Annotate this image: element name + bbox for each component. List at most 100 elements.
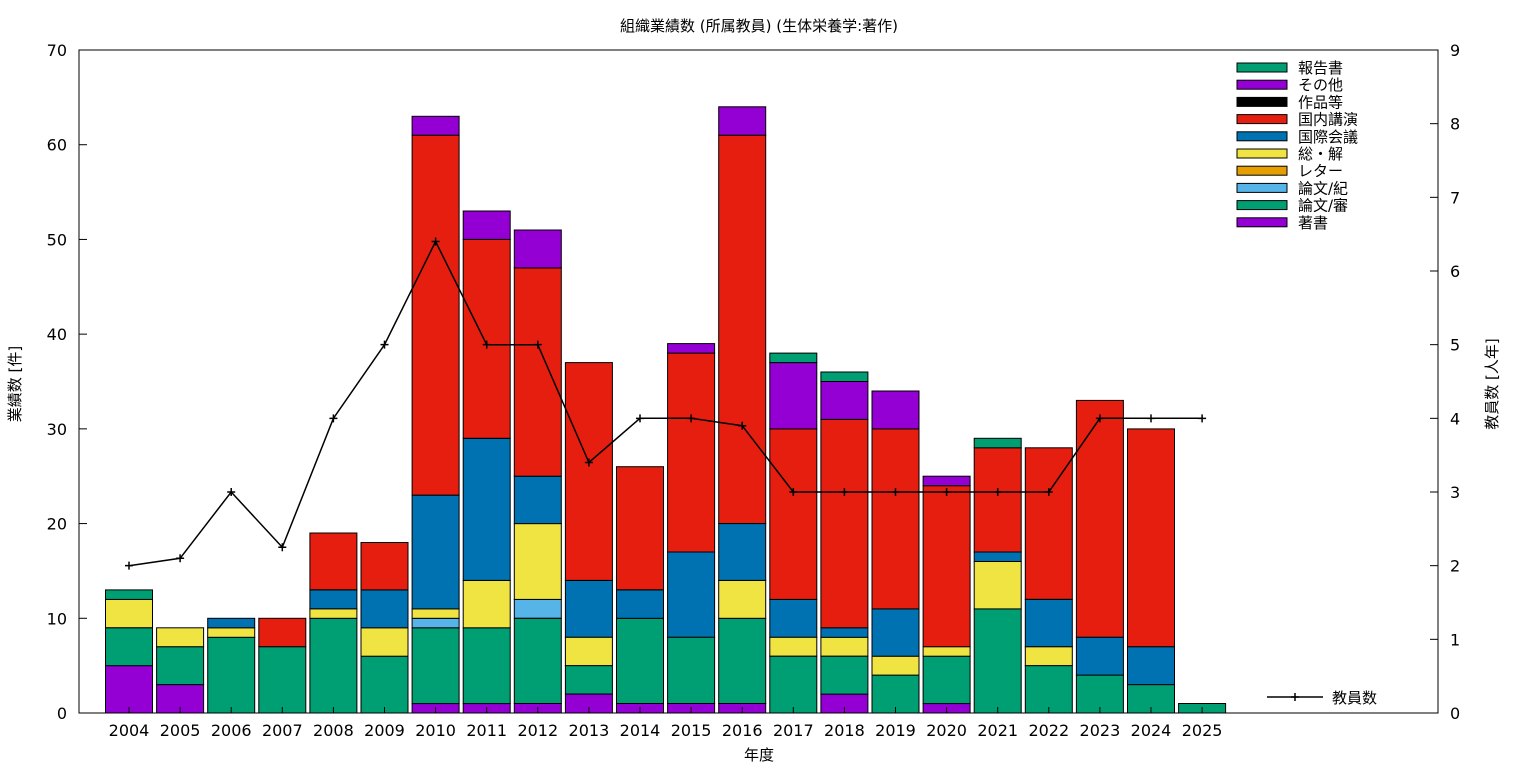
bar-segment [616, 589, 664, 619]
legend-swatch [1236, 217, 1288, 228]
bar-segment [820, 636, 869, 657]
bar-segment [207, 627, 256, 638]
bar-segment [769, 428, 818, 600]
legend-swatch [1236, 96, 1288, 107]
bar-segment [462, 579, 511, 629]
legend-swatch [1236, 131, 1288, 142]
bar-segment [922, 485, 971, 648]
legend-label: 総・解 [1298, 145, 1343, 163]
bar-segment [871, 428, 920, 610]
bar-segment [718, 579, 767, 619]
line-point [636, 414, 644, 423]
bar-segment [258, 617, 307, 648]
bar-segment [871, 655, 920, 676]
y-axis-label: 業績数 [件] [6, 346, 24, 422]
legend-label: レター [1298, 162, 1343, 180]
bar-segment [360, 589, 409, 629]
x-tick-label: 2019 [875, 721, 916, 740]
bar-segment [258, 646, 307, 714]
bar-segment [973, 437, 1022, 449]
bar-segment [564, 362, 613, 581]
bar-segment [462, 210, 511, 240]
x-tick-label: 2009 [364, 721, 405, 740]
bar-segment [820, 381, 869, 420]
bar-segment [871, 608, 920, 657]
line-point [942, 488, 951, 496]
bar-segment [411, 608, 460, 619]
bar-segment [105, 665, 153, 714]
legend-swatch [1236, 148, 1288, 159]
legend-label: その他 [1298, 76, 1343, 94]
y2-tick-label: 6 [1450, 262, 1460, 281]
line-point [482, 340, 491, 349]
bar-segment [769, 352, 818, 364]
teacher-count-line [128, 239, 1203, 567]
y-tick-label: 20 [47, 515, 67, 534]
x-tick-label: 2005 [160, 721, 201, 740]
y2-tick-label: 3 [1450, 483, 1460, 502]
y2-tick-label: 8 [1450, 115, 1460, 134]
x-tick-label: 2015 [671, 721, 712, 740]
x-tick-label: 2008 [313, 721, 354, 740]
plot-frame [78, 49, 1439, 714]
legend-label: 論文/紀 [1298, 179, 1348, 197]
y2-tick-label: 9 [1450, 41, 1460, 60]
x-tick-label: 2010 [415, 721, 456, 740]
legend-label: 教員数 [1332, 689, 1377, 707]
bar-segment [667, 343, 716, 354]
bar-segment [1024, 665, 1073, 714]
legend-label: 作品等 [1298, 93, 1343, 111]
y-tick-label: 70 [47, 41, 67, 60]
chart-title: 組織業績数 (所属教員) (生体栄養学:著作) [620, 17, 898, 35]
x-tick-label: 2025 [1182, 721, 1223, 740]
bar-segment [564, 579, 613, 638]
bar-segment [820, 418, 869, 629]
bar-segment [1024, 646, 1073, 667]
bar-segment [718, 523, 767, 581]
bar-segment [820, 627, 869, 638]
bar-segment [462, 437, 511, 581]
bar-segment [309, 589, 358, 610]
legend-label: 国際会議 [1298, 128, 1358, 146]
legend-swatch [1236, 200, 1288, 211]
bar-segment [156, 646, 205, 686]
bar-segment [667, 551, 716, 638]
line-point [176, 554, 185, 563]
x-tick-label: 2013 [569, 721, 610, 740]
bar-segment [718, 617, 767, 704]
legend-label: 論文/審 [1298, 197, 1348, 215]
legend-line-marker [1291, 693, 1299, 701]
x-tick-label: 2016 [722, 721, 763, 740]
bar-segment [513, 475, 562, 525]
bar-segment [309, 617, 358, 714]
bar-segment [411, 494, 460, 610]
bar-segment [513, 617, 562, 704]
x-tick-label: 2006 [211, 721, 252, 740]
bar-segment [769, 362, 818, 430]
bar-segment [769, 598, 818, 638]
y-tick-label: 10 [47, 609, 67, 628]
axes-layer: 0 10 20 30 40 50 60 70 0 1 2 3 4 5 6 7 8 9 2004 2005 2006 200… [47, 41, 1461, 740]
line-point [1095, 414, 1104, 423]
y2-tick-label: 7 [1450, 188, 1460, 207]
bar-segment [667, 636, 716, 705]
line-point [687, 414, 696, 423]
x-tick-label: 2012 [517, 721, 558, 740]
bar-segment [513, 229, 562, 269]
line-point [380, 340, 389, 349]
bar-segment [871, 390, 920, 430]
bar-segment [309, 532, 358, 591]
legend-swatch [1236, 62, 1288, 73]
bars-layer [105, 106, 1227, 714]
legend-swatch [1236, 79, 1288, 90]
x-tick-label: 2011 [466, 721, 507, 740]
y-tick-label: 60 [47, 136, 67, 155]
bar-segment [1127, 428, 1175, 648]
bar-segment [411, 617, 460, 629]
line-point [584, 458, 593, 467]
y2-axis-label: 教員数 [人年] [1483, 338, 1501, 429]
bar-segment [207, 636, 256, 714]
bar-segment [922, 646, 971, 657]
legend-swatch [1236, 165, 1288, 176]
